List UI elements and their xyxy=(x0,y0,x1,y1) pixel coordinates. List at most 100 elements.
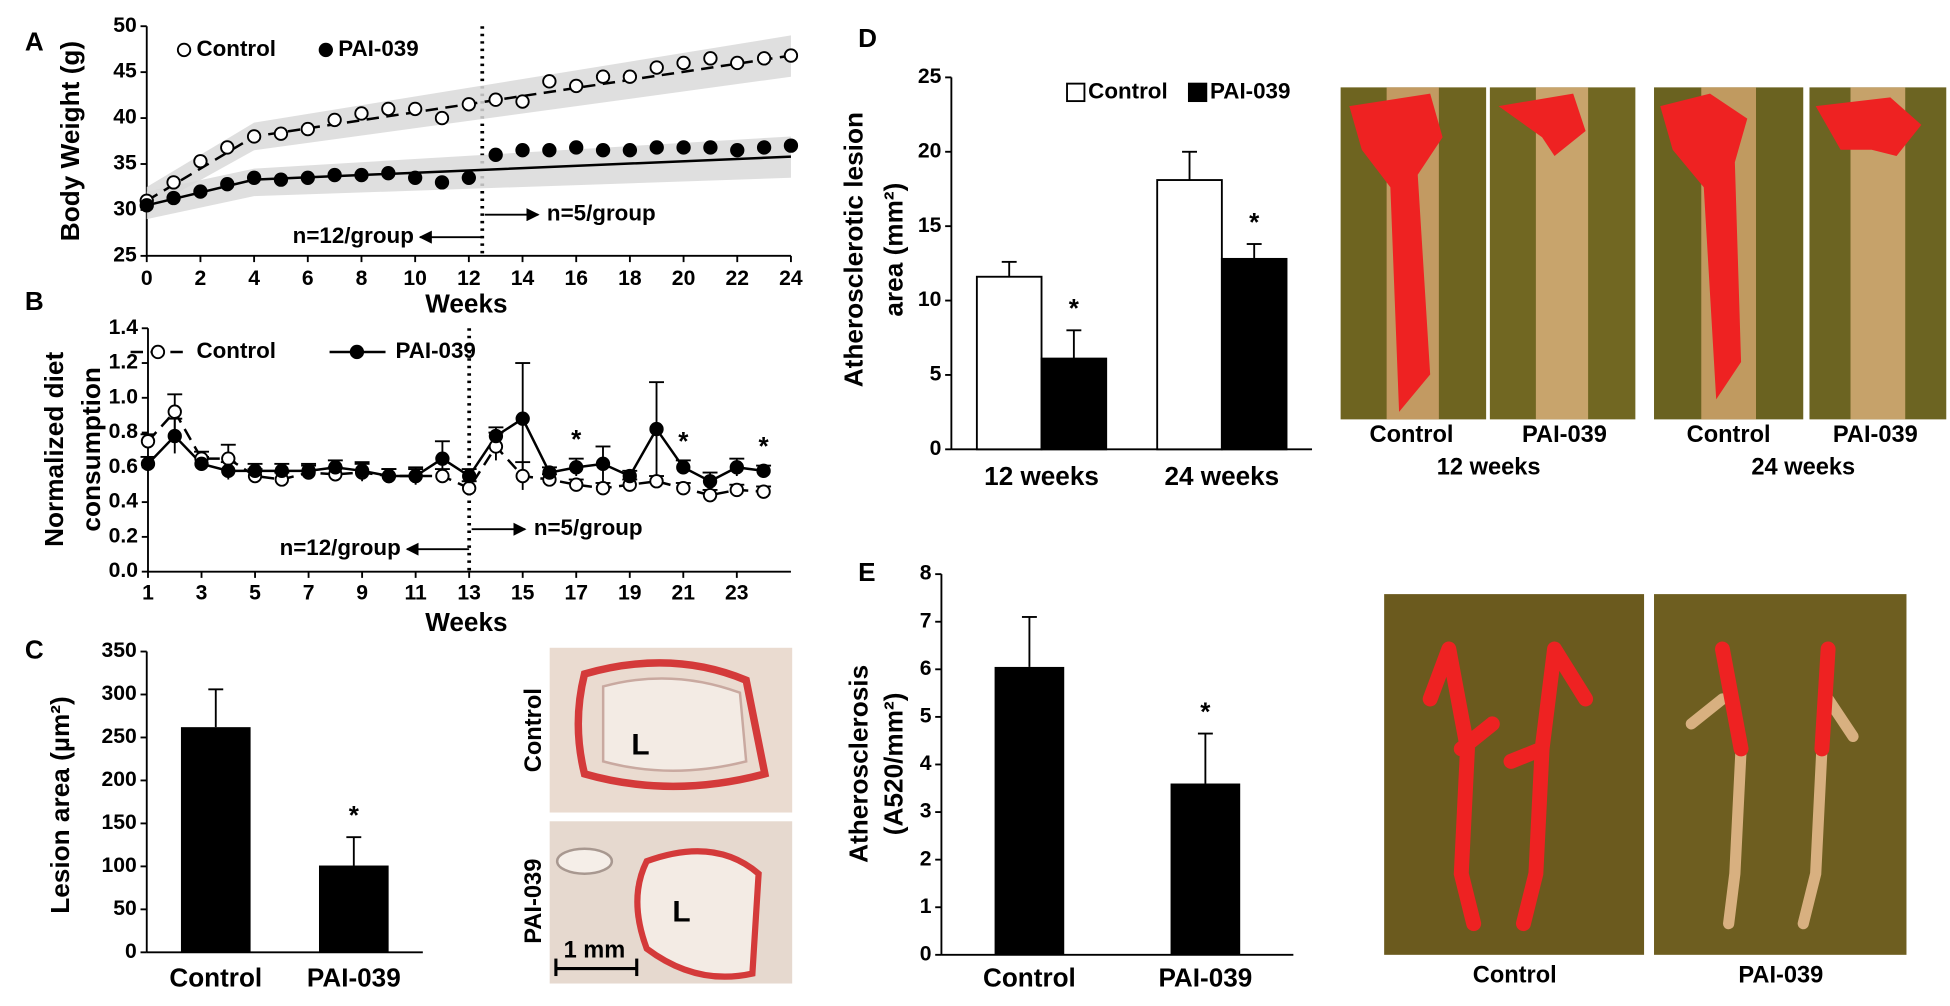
significance: * xyxy=(758,431,769,461)
x-tick-label: 12 weeks xyxy=(984,461,1099,491)
series-line xyxy=(147,416,764,483)
x-tick-label: 4 xyxy=(248,267,260,290)
y-tick-label: 5 xyxy=(920,704,932,727)
x-axis-title: Weeks xyxy=(425,289,507,319)
legend-label: Control xyxy=(1088,78,1168,103)
y-tick-label: 0 xyxy=(930,437,942,460)
y-tick-label: 6 xyxy=(920,657,932,680)
y-axis-title: Lesion area (µm²) xyxy=(45,696,75,914)
legend-swatch xyxy=(1187,82,1208,103)
x-tick-label: 10 xyxy=(403,267,427,290)
data-point xyxy=(676,460,691,475)
significance: * xyxy=(571,424,582,454)
data-point xyxy=(221,463,236,478)
data-point xyxy=(273,172,289,187)
data-point xyxy=(756,484,771,499)
data-point xyxy=(569,140,584,155)
x-axis-title: Weeks xyxy=(425,607,507,637)
y-tick-label: 0.0 xyxy=(109,559,138,582)
data-point xyxy=(756,463,771,478)
photo-label: Control xyxy=(521,688,547,772)
y-tick-label: 40 xyxy=(113,106,137,129)
y-tick-label: 30 xyxy=(113,198,137,221)
x-tick-label: 8 xyxy=(356,267,368,290)
y-tick-label: 35 xyxy=(113,152,137,175)
x-tick-label: 15 xyxy=(511,582,535,605)
data-point xyxy=(702,474,718,489)
data-point xyxy=(569,477,584,492)
bar xyxy=(1220,257,1288,451)
data-point xyxy=(381,468,397,484)
y-tick-label: 20 xyxy=(918,139,942,162)
legend-swatch xyxy=(1066,82,1086,103)
x-tick-label: 23 xyxy=(725,582,749,605)
y-tick-label: 15 xyxy=(918,214,942,237)
data-point xyxy=(676,481,691,496)
data-point xyxy=(274,463,289,478)
x-tick-label: 14 xyxy=(511,267,535,290)
data-point xyxy=(247,463,263,478)
legend-label: PAI-039 xyxy=(338,36,418,61)
data-point xyxy=(783,48,799,63)
x-tick-label: 21 xyxy=(672,582,696,605)
data-point xyxy=(649,140,664,155)
x-tick-label: 17 xyxy=(564,582,588,605)
y-tick-label: 10 xyxy=(918,288,942,311)
photo-label: PAI-039 xyxy=(1833,422,1918,448)
data-point xyxy=(622,69,638,84)
data-point xyxy=(461,170,476,185)
x-tick-label: 7 xyxy=(303,582,315,605)
bar xyxy=(1170,783,1241,955)
bar xyxy=(180,727,251,953)
data-point xyxy=(488,428,504,444)
data-point xyxy=(569,78,584,94)
y-axis-title: Body Weight (g) xyxy=(55,41,85,241)
data-point xyxy=(300,121,315,137)
y-tick-label: 3 xyxy=(920,800,932,823)
y-axis-title: consumption xyxy=(76,367,106,532)
bar xyxy=(1156,179,1223,451)
y-tick-label: 0.6 xyxy=(109,455,139,478)
photo-label: Control xyxy=(1687,422,1771,448)
y-tick-label: 0.4 xyxy=(109,490,139,513)
x-tick-label: 19 xyxy=(618,582,642,605)
data-point xyxy=(649,474,664,489)
data-point xyxy=(194,456,209,472)
y-tick-label: 0.2 xyxy=(109,524,138,547)
y-axis-title: Normalized diet xyxy=(39,351,69,546)
data-point xyxy=(729,460,744,475)
significance: * xyxy=(1069,293,1080,323)
data-point xyxy=(730,143,745,158)
bar xyxy=(318,865,389,953)
legend-label: Control xyxy=(196,338,276,363)
data-point xyxy=(595,69,611,84)
data-point xyxy=(649,421,664,437)
data-point xyxy=(676,55,691,71)
y-tick-label: 0 xyxy=(920,942,932,965)
data-point xyxy=(166,175,181,190)
data-point xyxy=(434,175,450,190)
y-axis-title: area (mm²) xyxy=(878,183,908,317)
data-point xyxy=(221,451,236,466)
legend-marker xyxy=(349,344,365,360)
x-tick-label: 24 xyxy=(779,267,803,290)
y-axis-title: Atherosclerosis xyxy=(844,665,874,863)
panel-letter: A xyxy=(25,27,44,57)
data-point xyxy=(300,170,315,185)
data-point xyxy=(462,468,477,484)
x-tick-label: 3 xyxy=(196,582,208,605)
data-point xyxy=(703,51,718,66)
data-point xyxy=(166,190,181,206)
x-tick-label: 22 xyxy=(726,267,750,290)
y-axis-title: Atherosclerotic lesion xyxy=(839,112,869,387)
data-point xyxy=(354,167,369,183)
bar xyxy=(994,666,1065,955)
y-tick-label: 1.2 xyxy=(109,351,138,374)
photo-label: 1 mm xyxy=(564,937,626,963)
data-point xyxy=(193,184,208,199)
y-tick-label: 100 xyxy=(102,854,137,877)
data-point xyxy=(246,129,262,144)
significance: * xyxy=(678,426,689,456)
data-point xyxy=(649,60,664,75)
y-tick-label: 250 xyxy=(102,725,137,748)
